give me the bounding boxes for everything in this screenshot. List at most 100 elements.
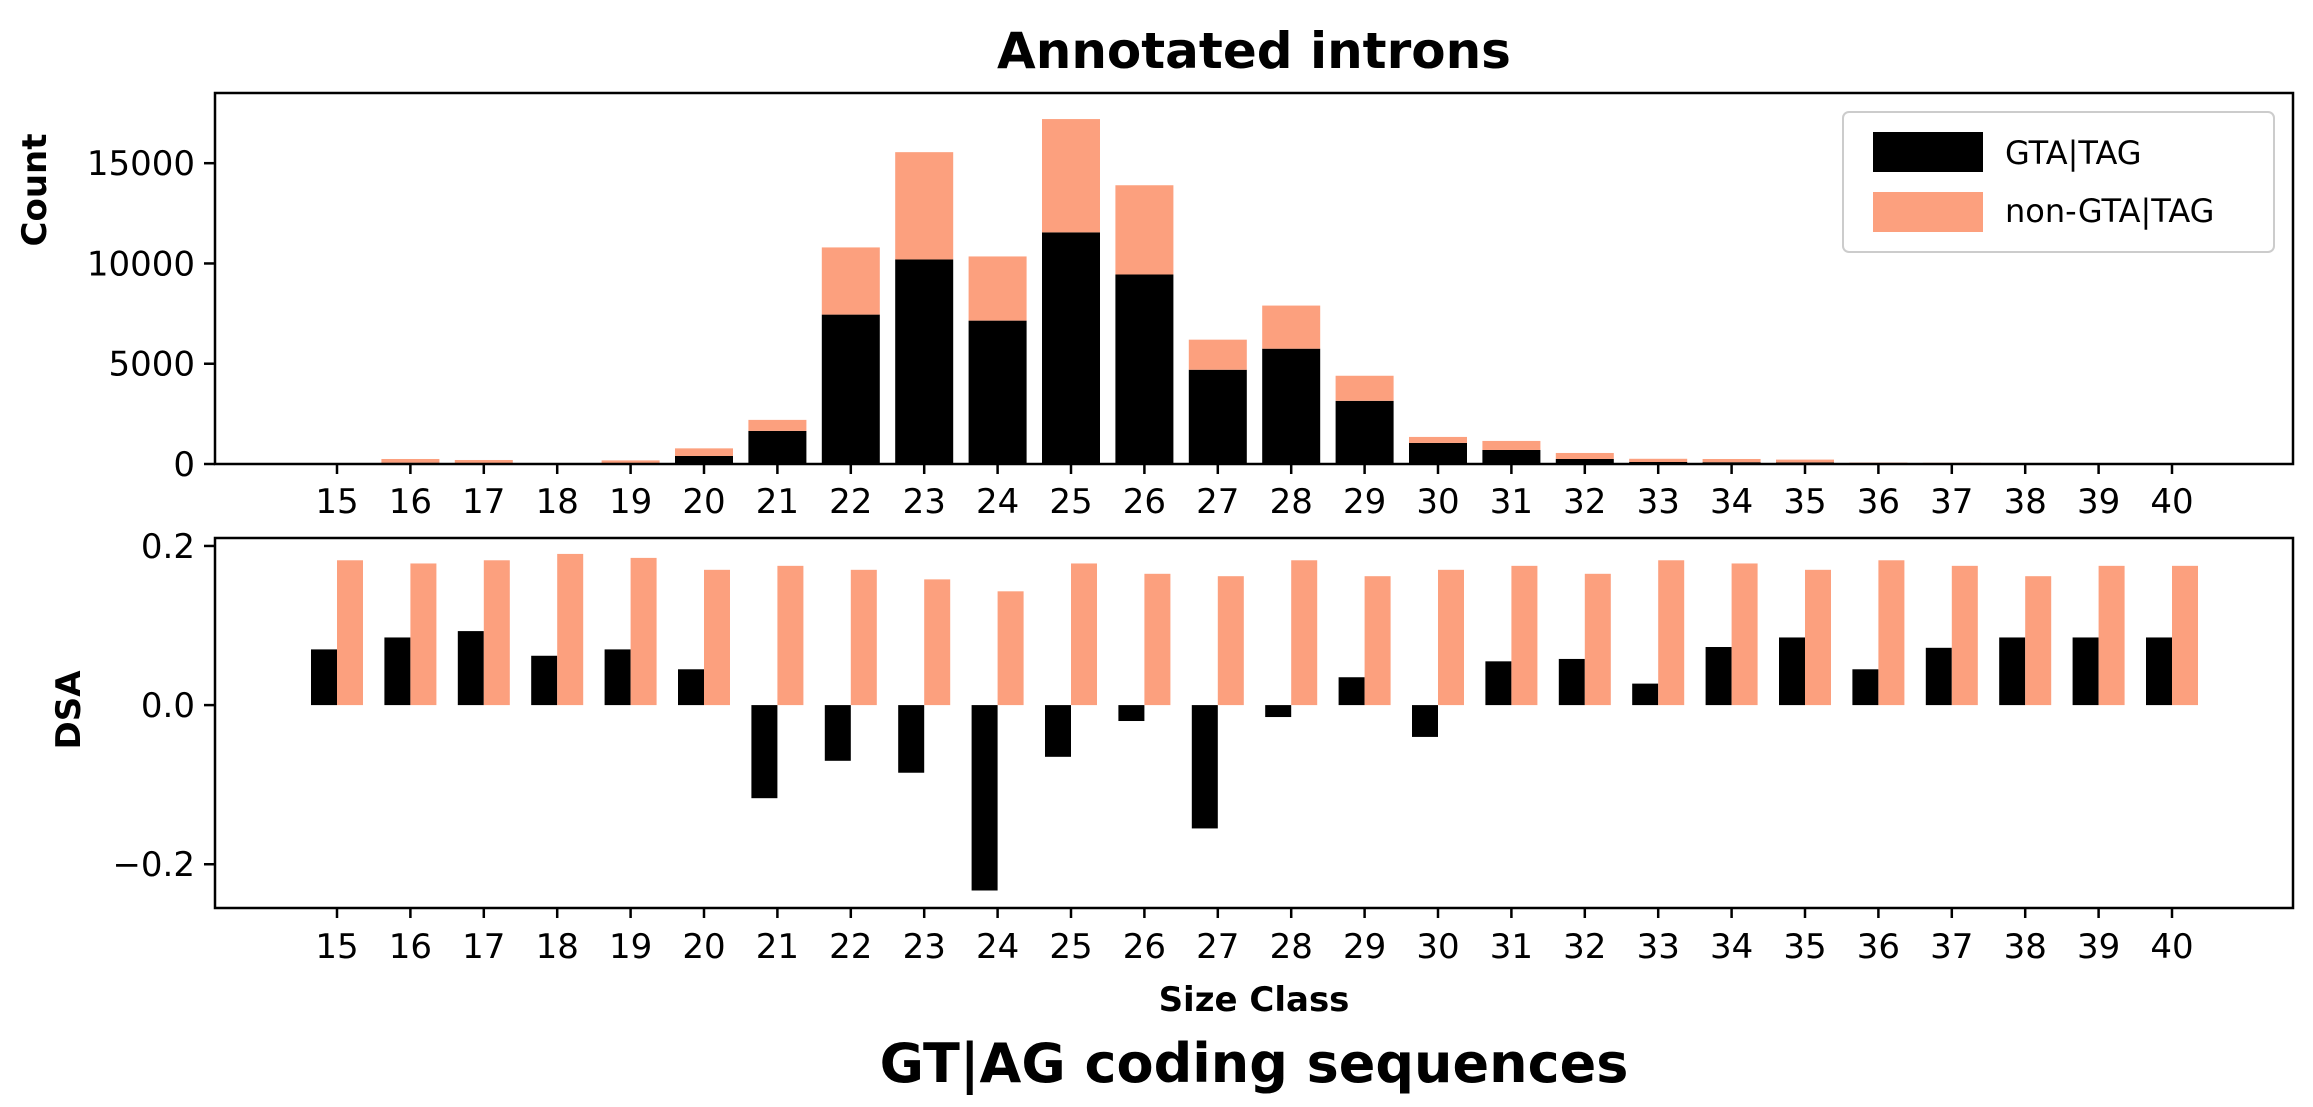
bar-non-gta-tag-28 <box>1262 305 1321 349</box>
bar-non-gta-tag-35 <box>1776 459 1834 463</box>
top-xtick-label: 24 <box>976 482 1019 522</box>
dsa-bar-gta-tag-26 <box>1118 705 1145 722</box>
top-xtick-label: 30 <box>1416 482 1459 522</box>
bottom-xtick-label: 33 <box>1637 927 1680 967</box>
dsa-bar-non-gta-tag-39 <box>2098 565 2125 706</box>
legend-swatch-gta-tag <box>1873 132 1983 172</box>
bar-non-gta-tag-20 <box>675 448 733 456</box>
dsa-bar-gta-tag-29 <box>1338 677 1365 706</box>
bottom-xtick-label: 39 <box>2077 927 2120 967</box>
top-xtick-label: 40 <box>2150 482 2193 522</box>
bottom-xtick-label: 27 <box>1196 927 1239 967</box>
bar-gta-tag-29 <box>1335 400 1394 464</box>
top-xtick-label: 25 <box>1049 482 1092 522</box>
bottom-xtick-label: 16 <box>389 927 432 967</box>
bottom-xtick-label: 37 <box>1930 927 1973 967</box>
top-xtick-label: 29 <box>1343 482 1386 522</box>
top-chart-frame <box>213 91 2295 466</box>
bottom-xtick-label: 19 <box>609 927 652 967</box>
dsa-bar-non-gta-tag-18 <box>557 553 584 706</box>
legend-label-non-gta-tag: non-GTA|TAG <box>2005 192 2214 230</box>
bottom-xtick-label: 23 <box>903 927 946 967</box>
dsa-bar-gta-tag-27 <box>1191 705 1218 829</box>
bar-non-gta-tag-34 <box>1702 458 1761 463</box>
top-chart-ylabel: Count <box>15 134 55 247</box>
top-xtick-label: 26 <box>1123 482 1166 522</box>
dsa-bar-non-gta-tag-38 <box>2025 576 2052 706</box>
top-xtick-label: 18 <box>536 482 579 522</box>
bottom-ytick-label: 0.0 <box>141 686 195 726</box>
top-xtick-label: 38 <box>2004 482 2047 522</box>
bar-gta-tag-23 <box>895 259 954 464</box>
bottom-chart-y-ticks: −0.2 0.0 0.2 <box>112 527 215 885</box>
dsa-bar-non-gta-tag-35 <box>1805 569 1831 706</box>
bottom-xtick-label: 22 <box>829 927 872 967</box>
dsa-bar-gta-tag-22 <box>824 705 851 761</box>
bar-non-gta-tag-26 <box>1115 185 1174 275</box>
dsa-bar-gta-tag-21 <box>751 705 778 799</box>
top-chart-y-ticks: 0 5000 10000 15000 <box>87 144 215 485</box>
bar-non-gta-tag-33 <box>1629 458 1688 462</box>
dsa-bar-non-gta-tag-29 <box>1364 576 1391 706</box>
dsa-bar-gta-tag-19 <box>604 649 631 706</box>
dsa-bar-gta-tag-39 <box>2072 637 2099 706</box>
bar-non-gta-tag-27 <box>1188 339 1247 370</box>
dsa-bar-gta-tag-31 <box>1485 661 1512 706</box>
dsa-bar-gta-tag-15 <box>311 649 337 706</box>
bottom-xtick-label: 35 <box>1783 927 1826 967</box>
dsa-bar-gta-tag-28 <box>1265 705 1292 718</box>
bar-gta-tag-25 <box>1042 232 1100 464</box>
bottom-chart-ylabel: DSA <box>49 670 89 750</box>
bar-non-gta-tag-22 <box>821 247 880 315</box>
dsa-bar-gta-tag-30 <box>1412 705 1438 737</box>
bottom-chart-xlabel: Size Class <box>1159 980 1350 1020</box>
dsa-bar-gta-tag-23 <box>898 705 925 773</box>
dsa-bar-gta-tag-33 <box>1632 683 1659 706</box>
bottom-xtick-label: 38 <box>2004 927 2047 967</box>
top-xtick-label: 32 <box>1563 482 1606 522</box>
bar-gta-tag-27 <box>1188 369 1247 464</box>
bottom-chart-bars <box>311 553 2198 891</box>
dsa-bar-gta-tag-16 <box>384 637 411 706</box>
bar-non-gta-tag-21 <box>748 419 807 431</box>
dsa-bar-non-gta-tag-15 <box>337 560 363 706</box>
dsa-bar-non-gta-tag-40 <box>2172 565 2198 706</box>
bottom-xtick-label: 28 <box>1270 927 1313 967</box>
top-ytick-label: 5000 <box>108 345 195 385</box>
top-xtick-label: 16 <box>389 482 432 522</box>
dsa-bar-gta-tag-34 <box>1705 647 1732 706</box>
bar-non-gta-tag-16 <box>381 458 440 463</box>
dsa-bar-non-gta-tag-24 <box>997 591 1024 706</box>
bar-gta-tag-28 <box>1262 348 1321 464</box>
top-chart-title: Annotated introns <box>997 22 1511 80</box>
bottom-xtick-label: 18 <box>536 927 579 967</box>
dsa-bar-non-gta-tag-28 <box>1291 560 1318 706</box>
bottom-xtick-label: 17 <box>462 927 505 967</box>
bar-non-gta-tag-23 <box>895 152 954 260</box>
top-xtick-label: 39 <box>2077 482 2120 522</box>
bottom-xtick-label: 40 <box>2150 927 2193 967</box>
dsa-bar-gta-tag-40 <box>2146 637 2172 706</box>
top-xtick-label: 36 <box>1857 482 1900 522</box>
dsa-bar-gta-tag-36 <box>1852 669 1879 706</box>
dsa-bar-non-gta-tag-20 <box>704 569 730 706</box>
bottom-xtick-label: 25 <box>1049 927 1092 967</box>
dsa-bar-non-gta-tag-33 <box>1658 560 1685 706</box>
top-ytick-label: 15000 <box>87 144 195 184</box>
bar-non-gta-tag-32 <box>1555 452 1614 459</box>
dsa-bar-non-gta-tag-25 <box>1071 563 1097 706</box>
bottom-ytick-label: −0.2 <box>112 845 195 885</box>
bar-non-gta-tag-29 <box>1335 375 1394 401</box>
top-ytick-label: 0 <box>173 445 195 485</box>
dsa-bar-gta-tag-38 <box>1999 637 2026 706</box>
bar-non-gta-tag-17 <box>454 459 513 463</box>
dsa-bar-gta-tag-24 <box>971 705 998 891</box>
bottom-xtick-label: 24 <box>976 927 1019 967</box>
bar-gta-tag-30 <box>1409 442 1467 464</box>
dsa-bar-gta-tag-25 <box>1045 705 1071 757</box>
dsa-bar-non-gta-tag-34 <box>1731 563 1758 706</box>
bottom-xtick-label: 15 <box>315 927 358 967</box>
bottom-xtick-label: 32 <box>1563 927 1606 967</box>
bar-gta-tag-31 <box>1482 449 1541 464</box>
